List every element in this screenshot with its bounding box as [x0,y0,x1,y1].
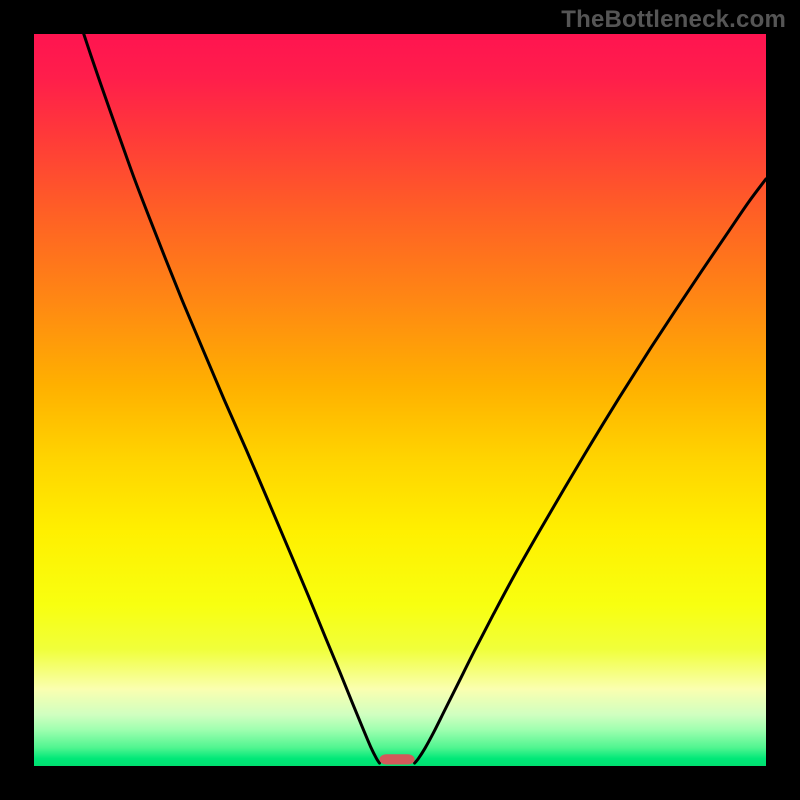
bottleneck-curve-plot [34,34,766,766]
plot-area [34,34,766,766]
plot-background [34,34,766,766]
bottleneck-marker [380,754,415,764]
chart-canvas: TheBottleneck.com [0,0,800,800]
watermark-text: TheBottleneck.com [561,6,786,34]
